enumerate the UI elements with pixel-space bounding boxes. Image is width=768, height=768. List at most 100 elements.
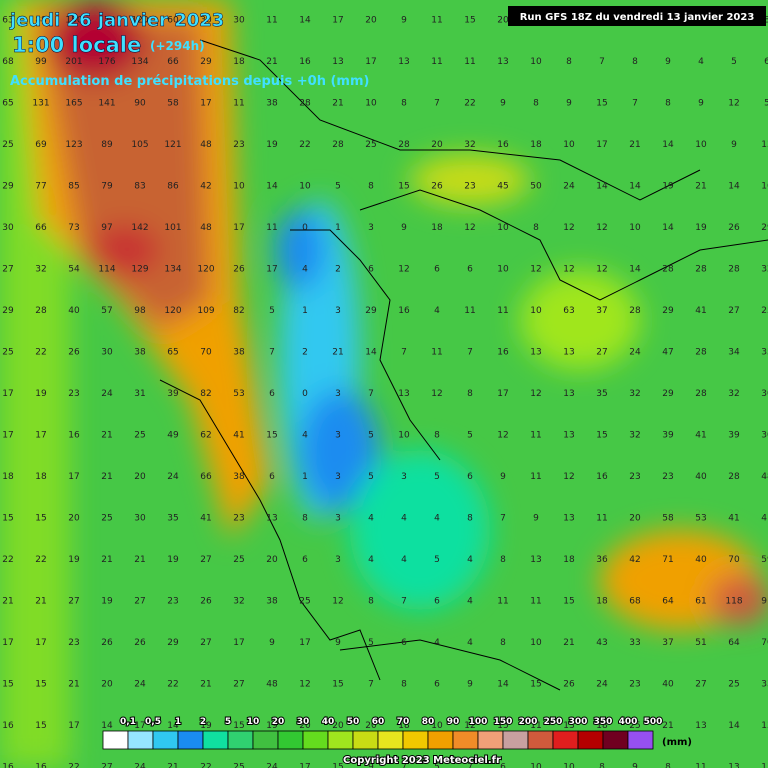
legend-label: 300: [569, 717, 588, 727]
grid-value: 25: [365, 140, 376, 150]
grid-value: 13: [761, 140, 768, 150]
grid-value: 82: [200, 389, 211, 399]
grid-value: 21: [2, 597, 13, 607]
grid-value: 20: [365, 721, 377, 731]
grid-value: 8: [401, 680, 407, 690]
grid-value: 11: [266, 16, 277, 26]
grid-value: 29: [365, 306, 377, 316]
grid-value: 38: [233, 472, 245, 482]
grid-value: 134: [164, 265, 181, 275]
grid-value: 21: [629, 140, 640, 150]
grid-value: 14: [662, 140, 674, 150]
grid-value: 42: [200, 182, 211, 192]
grid-value: 25: [728, 680, 739, 690]
grid-value: 16: [497, 140, 509, 150]
grid-value: 15: [464, 16, 475, 26]
grid-value: 71: [662, 555, 673, 565]
grid-value: 20: [266, 555, 278, 565]
grid-value: 15: [563, 597, 574, 607]
grid-value: 10: [233, 182, 245, 192]
grid-value: 10: [299, 182, 311, 192]
grid-value: 7: [467, 348, 473, 358]
grid-value: 19: [35, 389, 47, 399]
grid-value: 21: [695, 182, 706, 192]
grid-value: 45: [497, 182, 508, 192]
grid-value: 21: [662, 721, 673, 731]
grid-value: 9: [632, 763, 638, 768]
grid-value: 21: [332, 99, 343, 109]
legend-swatch: [527, 730, 554, 750]
grid-value: 13: [398, 389, 409, 399]
grid-value: 170: [98, 16, 115, 26]
grid-value: 11: [464, 306, 475, 316]
grid-value: 14: [266, 182, 278, 192]
legend-label: 200: [519, 717, 538, 727]
legend-label: 10: [247, 717, 260, 727]
grid-value: 17: [200, 99, 211, 109]
grid-value: 99: [35, 57, 47, 67]
legend-swatch: [152, 730, 179, 750]
grid-value: 30: [761, 431, 768, 441]
grid-value: 9: [368, 763, 374, 768]
grid-value: 19: [662, 182, 674, 192]
grid-value: 0: [302, 223, 308, 233]
grid-value: 64: [728, 638, 740, 648]
grid-value: 12: [530, 265, 541, 275]
legend-label: 40: [322, 717, 335, 727]
grid-value: 15: [266, 431, 277, 441]
grid-value: 12: [596, 265, 607, 275]
grid-value: 21: [134, 555, 145, 565]
grid-value: 14: [101, 721, 113, 731]
grid-value: 88: [35, 16, 47, 26]
legend-unit: (mm): [662, 737, 692, 748]
grid-value: 4: [434, 306, 440, 316]
grid-value: 90: [134, 99, 146, 109]
grid-value: 22: [68, 763, 79, 768]
grid-value: 15: [332, 680, 343, 690]
legend-label: 350: [594, 717, 613, 727]
grid-value: 17: [299, 638, 310, 648]
grid-value: 22: [299, 140, 310, 150]
grid-value: 33: [629, 638, 640, 648]
grid-value: 40: [662, 680, 674, 690]
grid-values: 6388150170120603030111417209111520141098…: [2, 16, 768, 768]
grid-value: 20: [497, 16, 509, 26]
grid-value: 8: [368, 182, 374, 192]
grid-value: 22: [35, 348, 46, 358]
grid-value: 23: [629, 680, 640, 690]
grid-value: 9: [401, 223, 407, 233]
grid-value: 33: [761, 680, 768, 690]
legend-swatch: [377, 730, 404, 750]
grid-value: 42: [629, 555, 640, 565]
grid-value: 16: [68, 431, 80, 441]
grid-value: 25: [134, 431, 145, 441]
grid-value: 35: [596, 389, 607, 399]
grid-value: 17: [68, 472, 79, 482]
grid-value: 23: [662, 472, 673, 482]
grid-value: 30: [134, 514, 146, 524]
grid-value: 38: [266, 99, 278, 109]
grid-value: 6: [467, 472, 473, 482]
grid-value: 24: [266, 763, 278, 768]
grid-value: 26: [134, 638, 146, 648]
grid-value: 11: [596, 514, 607, 524]
grid-value: 28: [35, 306, 47, 316]
grid-value: 16: [35, 763, 47, 768]
legend-label: 250: [544, 717, 563, 727]
grid-value: 19: [266, 721, 278, 731]
grid-value: 4: [401, 514, 407, 524]
grid-value: 120: [197, 265, 214, 275]
grid-value: 28: [695, 389, 707, 399]
grid-value: 82: [233, 306, 244, 316]
grid-value: 6: [434, 680, 440, 690]
grid-value: 6: [269, 472, 275, 482]
grid-value: 15: [596, 99, 607, 109]
grid-value: 16: [2, 721, 14, 731]
grid-value: 28: [695, 265, 707, 275]
grid-value: 9: [533, 514, 539, 524]
grid-value: 29: [761, 223, 768, 233]
grid-value: 21: [101, 472, 112, 482]
grid-value: 91: [761, 597, 768, 607]
grid-value: 53: [233, 389, 244, 399]
